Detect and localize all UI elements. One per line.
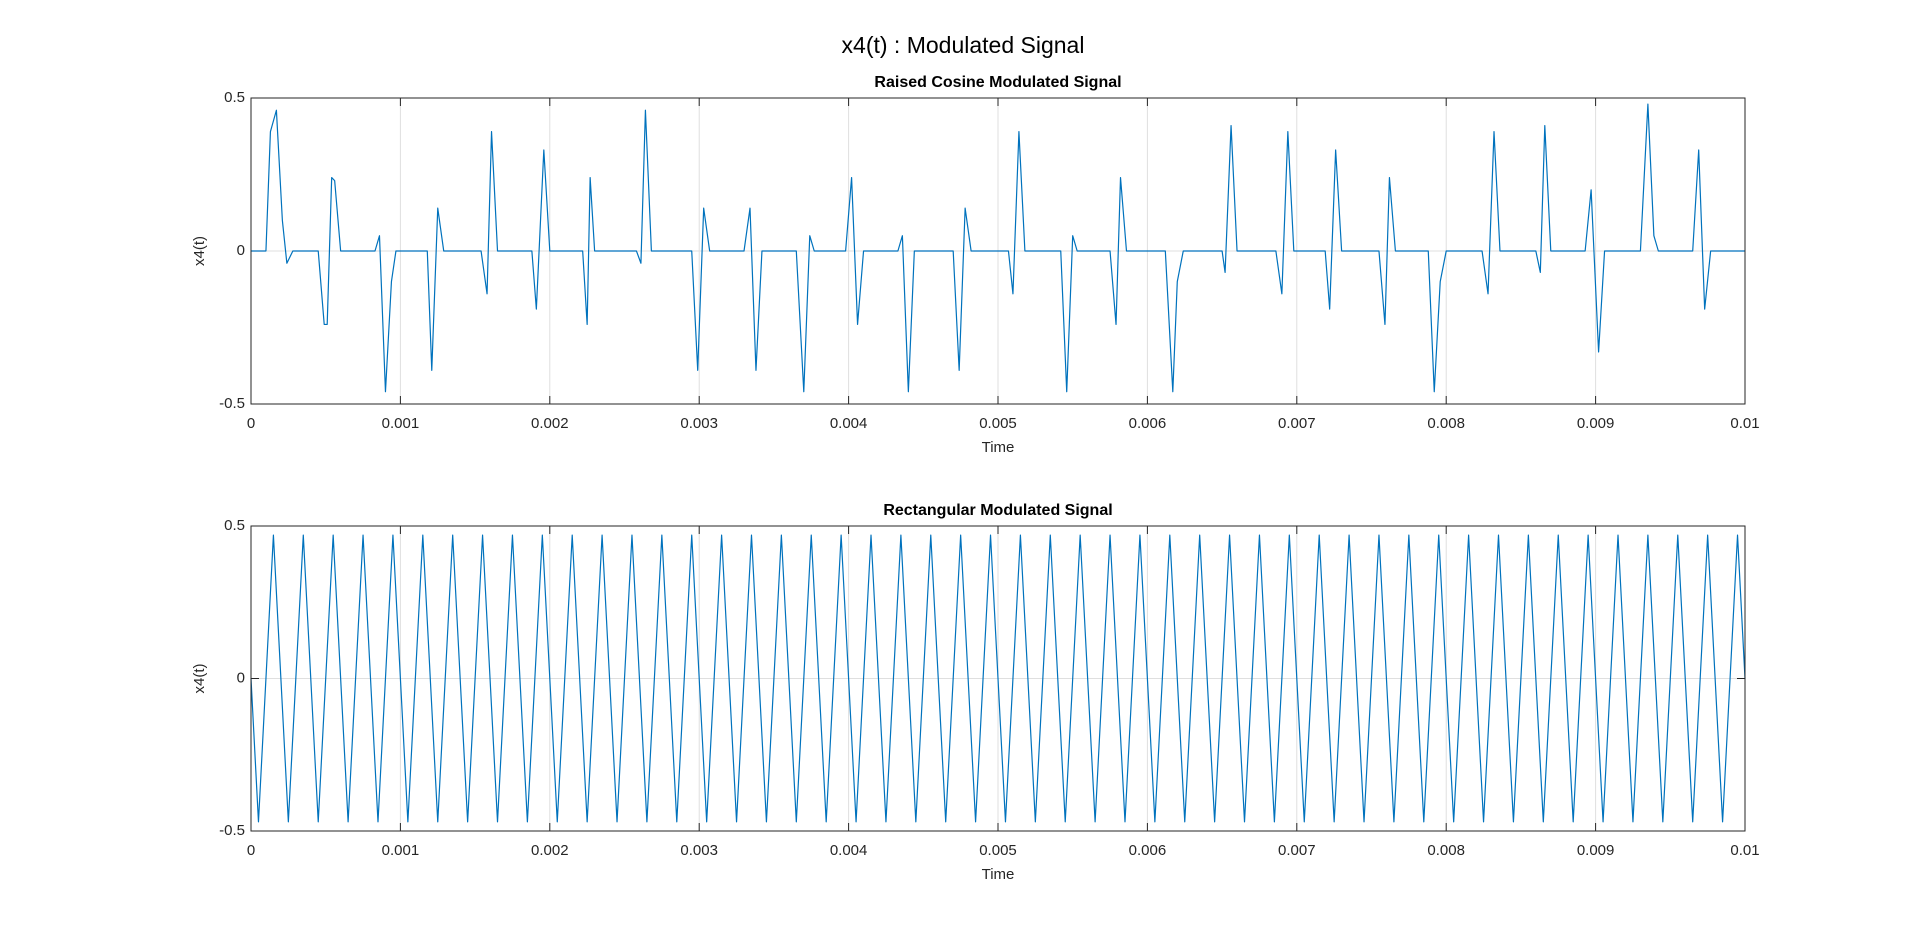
x-tick-label: 0.004 — [830, 842, 868, 859]
signal-line — [251, 103, 1745, 393]
y-tick-label: 0.5 — [224, 517, 245, 534]
x-tick-label: 0.001 — [382, 415, 420, 432]
y-tick-label: -0.5 — [219, 822, 245, 839]
x-tick-label: 0.01 — [1730, 842, 1759, 859]
x-tick-label: 0.006 — [1129, 415, 1167, 432]
axes-title: Rectangular Modulated Signal — [883, 502, 1112, 519]
x-tick-label: 0.007 — [1278, 842, 1316, 859]
y-tick-label: 0 — [237, 669, 245, 686]
figure-title: x4(t) : Modulated Signal — [842, 32, 1085, 58]
x-tick-label: 0.009 — [1577, 415, 1615, 432]
y-tick-label: 0.5 — [224, 89, 245, 106]
x-tick-label: 0.002 — [531, 842, 569, 859]
x-tick-label: 0.005 — [979, 415, 1017, 432]
x-tick-label: 0.004 — [830, 415, 868, 432]
x-tick-label: 0.005 — [979, 842, 1017, 859]
x-tick-label: 0.003 — [680, 415, 718, 432]
x-tick-label: 0.007 — [1278, 415, 1316, 432]
x-tick-label: 0 — [247, 842, 255, 859]
signal-line — [250, 534, 1746, 823]
x-tick-label: 0.003 — [680, 842, 718, 859]
axes-box — [250, 97, 1746, 405]
x-tick-label: 0.001 — [382, 842, 420, 859]
y-tick-label: -0.5 — [219, 395, 245, 412]
y-axis-label: x4(t) — [191, 663, 208, 693]
y-axis-label: x4(t) — [191, 236, 208, 266]
x-tick-label: 0.008 — [1427, 842, 1465, 859]
x-axis-label: Time — [982, 866, 1015, 883]
axes-title: Raised Cosine Modulated Signal — [874, 74, 1121, 91]
x-tick-label: 0.008 — [1427, 415, 1465, 432]
x-axis-label: Time — [982, 439, 1015, 456]
x-tick-label: 0.01 — [1730, 415, 1759, 432]
x-tick-label: 0.006 — [1129, 842, 1167, 859]
x-tick-label: 0.009 — [1577, 842, 1615, 859]
axes-box — [250, 525, 1746, 832]
y-tick-label: 0 — [237, 242, 245, 259]
x-tick-label: 0.002 — [531, 415, 569, 432]
x-tick-label: 0 — [247, 415, 255, 432]
